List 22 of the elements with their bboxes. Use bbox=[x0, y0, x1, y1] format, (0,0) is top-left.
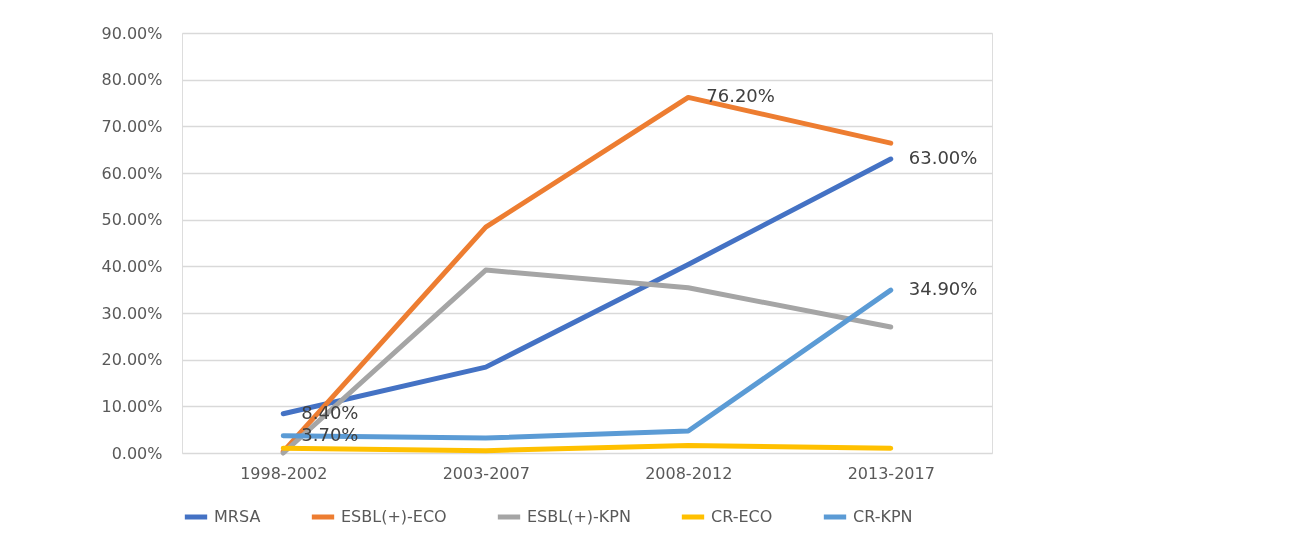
y-tick-label: 50.00% bbox=[101, 210, 163, 230]
legend-label: MRSA bbox=[214, 507, 261, 526]
data-label: 63.00% bbox=[908, 147, 978, 168]
y-tick-label: 40.00% bbox=[101, 256, 163, 276]
data-label: 34.90% bbox=[908, 278, 978, 300]
y-tick-label: 60.00% bbox=[101, 163, 163, 183]
x-tick-label: 2008-2012 bbox=[645, 463, 733, 483]
x-tick-label: 2013-2017 bbox=[847, 463, 935, 483]
y-tick-label: 80.00% bbox=[101, 70, 163, 90]
y-tick-label: 10.00% bbox=[101, 396, 163, 416]
legend-label: ESBL(+)-KPN bbox=[527, 507, 631, 526]
data-label: 76.20% bbox=[706, 85, 775, 107]
legend-label: ESBL(+)-ECO bbox=[341, 507, 447, 526]
y-tick-label: 0.00% bbox=[111, 443, 163, 463]
y-tick-label: 30.00% bbox=[101, 303, 163, 323]
legend-label: CR-KPN bbox=[853, 507, 913, 526]
x-tick-label: 2003-2007 bbox=[442, 463, 530, 483]
y-tick-label: 70.00% bbox=[101, 116, 163, 136]
y-tick-label: 20.00% bbox=[101, 350, 163, 370]
x-tick-label: 1998-2002 bbox=[240, 463, 328, 483]
y-tick-label: 90.00% bbox=[101, 23, 163, 43]
legend-label: CR-ECO bbox=[711, 507, 773, 526]
